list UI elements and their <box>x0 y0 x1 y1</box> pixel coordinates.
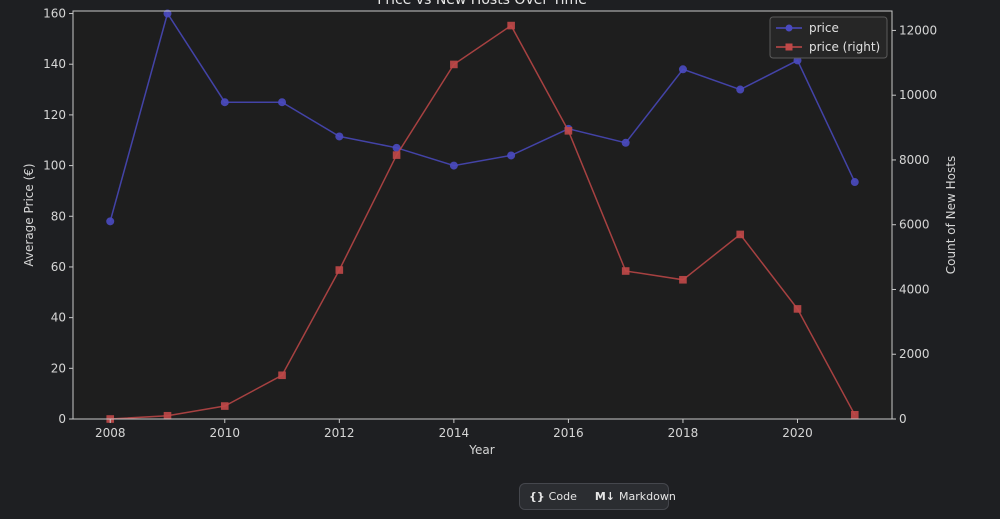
data-point-price-2014 <box>449 161 458 170</box>
data-point-price-2012 <box>335 132 344 141</box>
x-tick-label-2018: 2018 <box>668 426 699 440</box>
series-line-price <box>109 11 856 222</box>
y-tick-label-100: 100 <box>43 159 66 173</box>
data-point-price-2018 <box>678 65 687 74</box>
legend: price price (right) <box>769 16 888 59</box>
data-point-price-2013 <box>392 143 401 152</box>
y2-tick-label-8000: 8000 <box>899 153 930 167</box>
x-tick-label-2020: 2020 <box>782 426 813 440</box>
data-point-price-right-2011 <box>278 371 286 380</box>
add-markdown-button[interactable]: M↓ Markdown <box>586 484 685 509</box>
legend-label-price: price <box>809 21 839 35</box>
x-tick-label-2016: 2016 <box>553 426 584 440</box>
data-point-price-right-2016 <box>564 127 573 135</box>
y-tick-label-80: 80 <box>51 209 66 223</box>
legend-marker-price <box>785 24 793 32</box>
cell-toolbar: {} Code M↓ Markdown <box>519 483 676 510</box>
data-point-price-right-2013 <box>392 151 401 159</box>
data-point-price-2011 <box>278 98 287 107</box>
add-code-button[interactable]: {} Code <box>520 484 586 509</box>
legend-marker-price-right <box>785 43 793 51</box>
data-point-price-right-2014 <box>450 60 458 69</box>
y2-tick-label-10000: 10000 <box>899 88 937 102</box>
x-tick-label-2008: 2008 <box>95 426 126 440</box>
x-tick-label-2014: 2014 <box>439 426 470 440</box>
data-point-price-right-2015 <box>507 21 515 30</box>
data-point-price-right-2012 <box>335 266 344 274</box>
data-point-price-right-2019 <box>736 230 745 239</box>
data-point-price-2009 <box>163 9 172 18</box>
chart-title: Price vs New Hosts Over Time <box>377 0 587 8</box>
data-point-price-2017 <box>621 138 630 147</box>
y-tick-label-160: 160 <box>43 7 66 21</box>
data-point-price-2021 <box>850 178 859 187</box>
data-point-price-2019 <box>736 85 745 94</box>
y2-tick-label-12000: 12000 <box>899 23 937 37</box>
legend-label-price-right: price (right) <box>809 40 880 54</box>
data-point-price-2015 <box>507 151 516 160</box>
y2-tick-label-6000: 6000 <box>899 218 930 232</box>
data-point-price-2008 <box>106 217 115 226</box>
code-icon: {} <box>529 490 545 503</box>
y-tick-label-60: 60 <box>51 260 66 274</box>
y2-tick-label-4000: 4000 <box>899 282 930 296</box>
data-point-price-right-2018 <box>679 275 687 284</box>
y-tick-label-0: 0 <box>58 412 66 426</box>
markdown-icon: M↓ <box>594 490 616 503</box>
y-axis-label: Average Price (€) <box>22 163 36 266</box>
x-tick-label-2012: 2012 <box>324 426 355 440</box>
data-point-price-2010 <box>220 98 229 107</box>
plot-area <box>73 11 892 419</box>
data-point-price-right-2017 <box>621 267 630 275</box>
data-point-price-right-2010 <box>220 402 229 410</box>
series-line-price-right <box>110 24 856 420</box>
plot-frame <box>72 10 893 420</box>
y-tick-label-120: 120 <box>43 108 66 122</box>
y2-tick-label-0: 0 <box>899 412 907 426</box>
data-point-price-right-2021 <box>850 410 859 419</box>
x-axis-label: Year <box>468 443 494 457</box>
add-markdown-label: Markdown <box>619 490 676 503</box>
y-tick-label-20: 20 <box>51 361 66 375</box>
y2-axis-label: Count of New Hosts <box>944 156 958 274</box>
add-code-label: Code <box>548 490 577 503</box>
x-tick-label-2010: 2010 <box>209 426 240 440</box>
y-tick-label-40: 40 <box>51 311 66 325</box>
data-point-price-right-2020 <box>793 305 802 313</box>
y-tick-label-140: 140 <box>43 57 66 71</box>
y2-tick-label-2000: 2000 <box>899 347 930 361</box>
data-point-price-right-2009 <box>163 411 172 420</box>
